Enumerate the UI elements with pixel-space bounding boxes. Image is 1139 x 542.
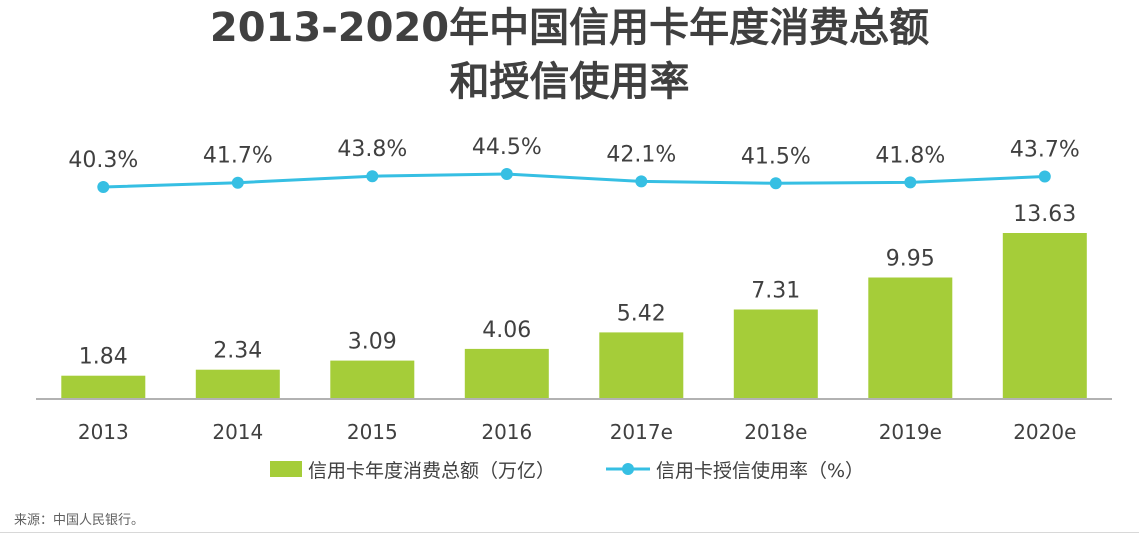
chart-title-line1: 2013-2020年中国信用卡年度消费总额 <box>209 5 930 51</box>
bar-2015 <box>330 360 415 398</box>
rate-point-2020e <box>1038 170 1051 183</box>
rate-point-2018e <box>769 177 782 190</box>
legend-line-marker <box>622 463 634 475</box>
bar-value-label: 13.63 <box>1013 202 1076 227</box>
bar-value-label: 1.84 <box>79 345 128 370</box>
bar-value-label: 3.09 <box>348 330 397 355</box>
legend-bar-label: 信用卡年度消费总额（万亿） <box>308 460 555 482</box>
x-tick-label: 2017e <box>610 420 673 444</box>
bar-2020e <box>1002 233 1087 398</box>
rate-value-label: 41.8% <box>875 143 945 168</box>
bar-value-label: 4.06 <box>482 318 531 343</box>
x-tick-label: 2016 <box>481 420 532 444</box>
rate-value-label: 44.5% <box>472 135 542 160</box>
rate-point-2016 <box>500 168 513 180</box>
bar-2013 <box>61 375 146 398</box>
x-tick-label: 2013 <box>78 420 129 444</box>
rate-value-label: 43.7% <box>1010 138 1080 163</box>
source-note: 来源：中国人民银行。 <box>14 513 145 528</box>
rate-point-2015 <box>366 170 379 183</box>
rate-point-2013 <box>97 181 110 193</box>
chart-title-line2: 和授信使用率 <box>449 59 690 105</box>
bar-value-label: 7.31 <box>751 279 800 304</box>
bar-2018e <box>733 309 818 398</box>
bar-value-label: 2.34 <box>213 339 262 364</box>
bar-2017e <box>599 332 684 398</box>
rate-value-label: 43.8% <box>337 137 407 162</box>
x-tick-label: 2015 <box>347 420 398 444</box>
bar-2016 <box>464 348 549 398</box>
legend-bar-swatch <box>270 461 302 477</box>
legend-line-label: 信用卡授信使用率（%） <box>656 460 864 482</box>
rate-value-label: 41.5% <box>741 144 811 169</box>
x-tick-label: 2018e <box>744 420 807 444</box>
x-tick-label: 2020e <box>1013 420 1076 444</box>
bar-2019e <box>868 277 953 398</box>
rate-value-label: 41.7% <box>203 144 273 169</box>
bottom-divider <box>0 532 1139 533</box>
rate-value-label: 42.1% <box>606 142 676 167</box>
rate-line <box>103 172 1045 189</box>
rate-point-2014 <box>231 176 244 189</box>
bar-value-label: 5.42 <box>617 301 666 326</box>
rate-point-2017e <box>635 175 648 188</box>
bar-value-label: 9.95 <box>886 247 935 272</box>
rate-point-2019e <box>904 176 917 189</box>
x-tick-label: 2014 <box>212 420 263 444</box>
x-tick-label: 2019e <box>879 420 942 444</box>
bar-2014 <box>195 369 280 398</box>
rate-value-label: 40.3% <box>68 148 138 173</box>
